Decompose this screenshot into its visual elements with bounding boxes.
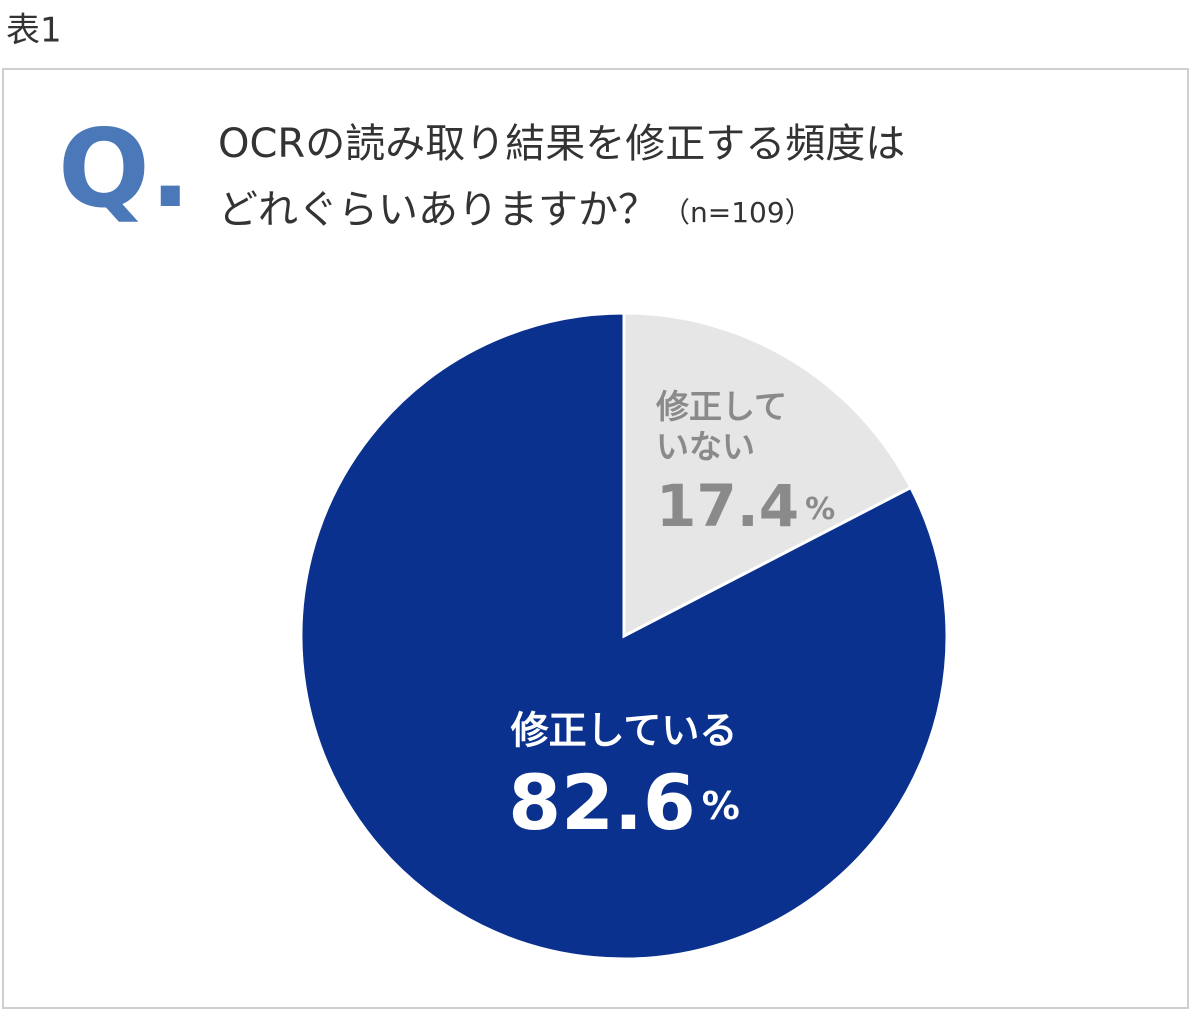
value-label: 17.4% — [656, 472, 835, 540]
category-label: 修正していない — [655, 387, 787, 466]
pie-slice — [622, 311, 913, 639]
question-mark: Q. — [58, 107, 191, 232]
caption: 表1 — [6, 11, 62, 51]
chart-title: OCRの読み取り結果を修正する頻度は — [218, 121, 905, 167]
category-label: 修正している — [511, 709, 738, 753]
sample-note: （n=109） — [662, 196, 813, 229]
pie-slice — [299, 311, 949, 961]
chart-title: どれぐらいありますか？ — [218, 187, 658, 233]
value-label: 82.6% — [508, 758, 740, 847]
